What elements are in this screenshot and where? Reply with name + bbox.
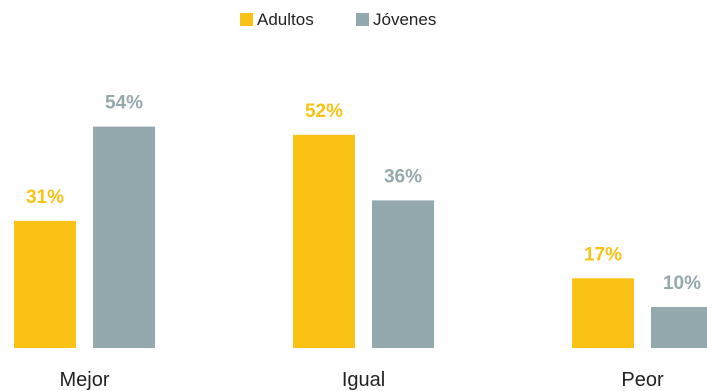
category-label-mejor: Mejor [59,369,109,391]
bar-igual-adultos [293,134,355,348]
legend-swatch-1 [356,13,369,26]
category-labels-group: Mejor Igual Peor [59,369,663,391]
legend-label-0: Adultos [257,10,314,29]
value-label: 10% [663,273,701,294]
legend-label-1: Jóvenes [373,10,436,29]
value-label: 17% [584,244,622,265]
value-labels-group: 31% 54% 52% 36% 17% 10% [26,93,701,294]
value-label: 36% [384,166,422,187]
bar-mejor-adultos [14,220,76,348]
category-label-peor: Peor [621,369,664,391]
category-label-igual: Igual [342,369,385,391]
bar-igual-jvenes [372,200,434,348]
chart-legend: Adultos Jóvenes [240,10,436,29]
value-label: 54% [105,93,143,114]
bars-group [14,126,707,348]
value-label: 31% [26,187,64,208]
legend-swatch-0 [240,13,253,26]
bar-peor-adultos [572,278,634,348]
bar-peor-jvenes [651,307,707,348]
bar-mejor-jvenes [93,126,155,348]
value-label: 52% [305,101,343,122]
